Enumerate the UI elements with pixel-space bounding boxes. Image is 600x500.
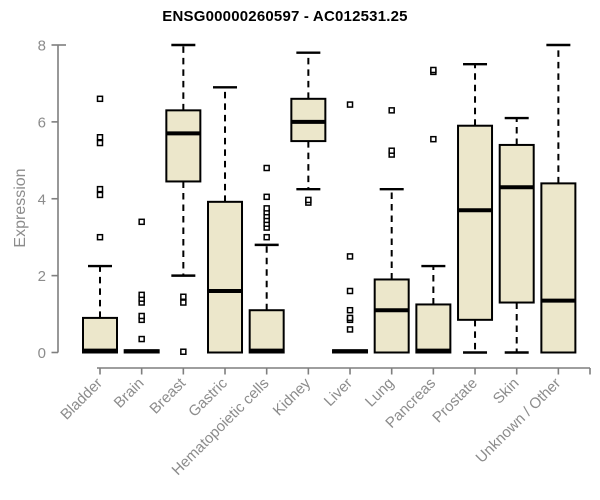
box-hematopoietic-cells: [248, 309, 285, 354]
box-lung: [373, 278, 410, 354]
chart-title: ENSG00000260597 - AC012531.25: [162, 8, 408, 25]
outlier-lung-1: [388, 147, 395, 154]
y-tick-label-2: 2: [38, 268, 46, 285]
outlier-bladder-3: [96, 139, 104, 147]
outlier-hematopoietic-cells-7: [263, 193, 270, 201]
box-bladder: [82, 316, 118, 354]
outlier-bladder-1: [96, 191, 104, 199]
x-axis-label-lung: Lung: [362, 375, 398, 411]
outlier-hematopoietic-cells-8: [263, 164, 270, 172]
outlier-breast-0: [180, 348, 187, 355]
outlier-liver-3: [346, 306, 354, 314]
box-prostate: [457, 124, 494, 321]
outlier-liver-2: [346, 314, 354, 322]
outlier-pancreas-2: [430, 66, 437, 74]
x-axis-label-liver: Liver: [321, 375, 356, 410]
outlier-breast-2: [180, 293, 187, 301]
outlier-brain-2: [138, 312, 145, 320]
outlier-bladder-2: [96, 185, 104, 193]
outlier-liver-6: [346, 101, 354, 108]
x-axis-label-brain: Brain: [111, 375, 148, 412]
outlier-kidney-1: [305, 196, 312, 204]
y-tick-label-0: 0: [38, 345, 46, 362]
box-pancreas: [415, 303, 452, 354]
outlier-lung-2: [388, 107, 395, 114]
outlier-hematopoietic-cells-6: [263, 205, 270, 212]
x-axis-label-skin: Skin: [490, 375, 523, 408]
outlier-liver-4: [346, 287, 354, 295]
box-breast: [165, 109, 202, 183]
outlier-hematopoietic-cells-0: [263, 233, 270, 241]
outlier-breast-1: [180, 299, 187, 306]
y-tick-label-8: 8: [38, 38, 46, 55]
outlier-liver-0: [346, 326, 354, 333]
x-axis-label-bladder: Bladder: [57, 375, 106, 424]
x-axis-label-prostate: Prostate: [429, 375, 481, 427]
outlier-bladder-4: [96, 134, 104, 141]
box-skin: [498, 143, 535, 304]
box-gastric: [207, 200, 244, 354]
outlier-pancreas-0: [430, 135, 437, 143]
x-axis-label-breast: Breast: [146, 374, 189, 417]
outlier-brain-5: [138, 291, 145, 299]
x-axis-label-kidney: Kidney: [270, 374, 315, 419]
box-unknown-other: [540, 182, 577, 354]
outlier-brain-0: [138, 335, 145, 343]
outlier-brain-6: [138, 218, 145, 226]
y-tick-label-6: 6: [38, 114, 46, 131]
y-tick-label-4: 4: [38, 191, 46, 208]
outlier-liver-5: [346, 253, 354, 260]
outlier-bladder-5: [96, 95, 104, 103]
outlier-bladder-0: [96, 233, 104, 241]
